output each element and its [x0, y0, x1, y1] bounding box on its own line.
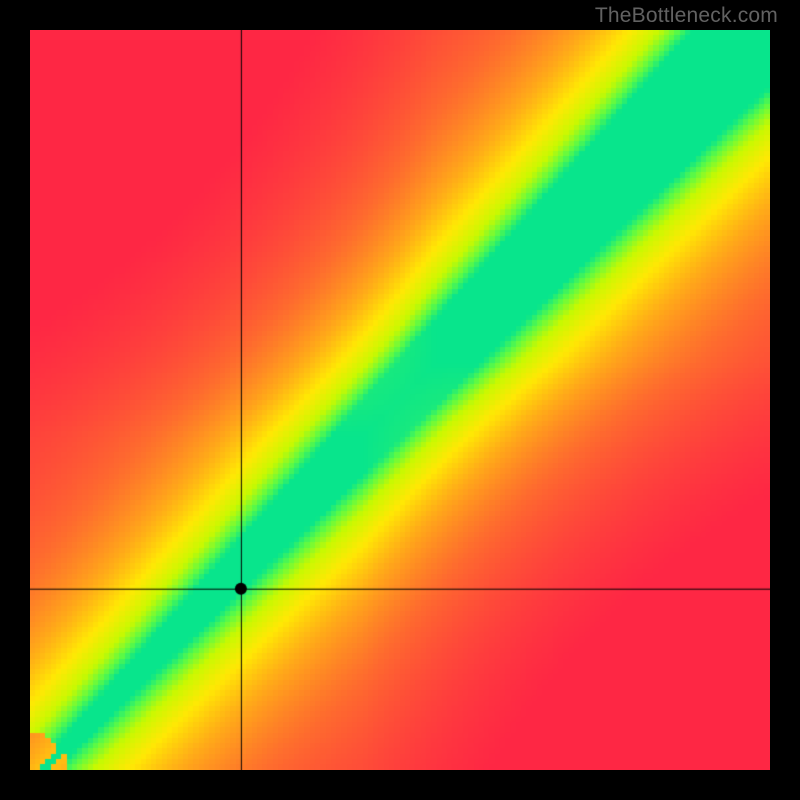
bottleneck-heatmap: [30, 30, 770, 770]
watermark-text: TheBottleneck.com: [595, 4, 778, 28]
chart-container: { "watermark": { "text": "TheBottleneck.…: [0, 0, 800, 800]
